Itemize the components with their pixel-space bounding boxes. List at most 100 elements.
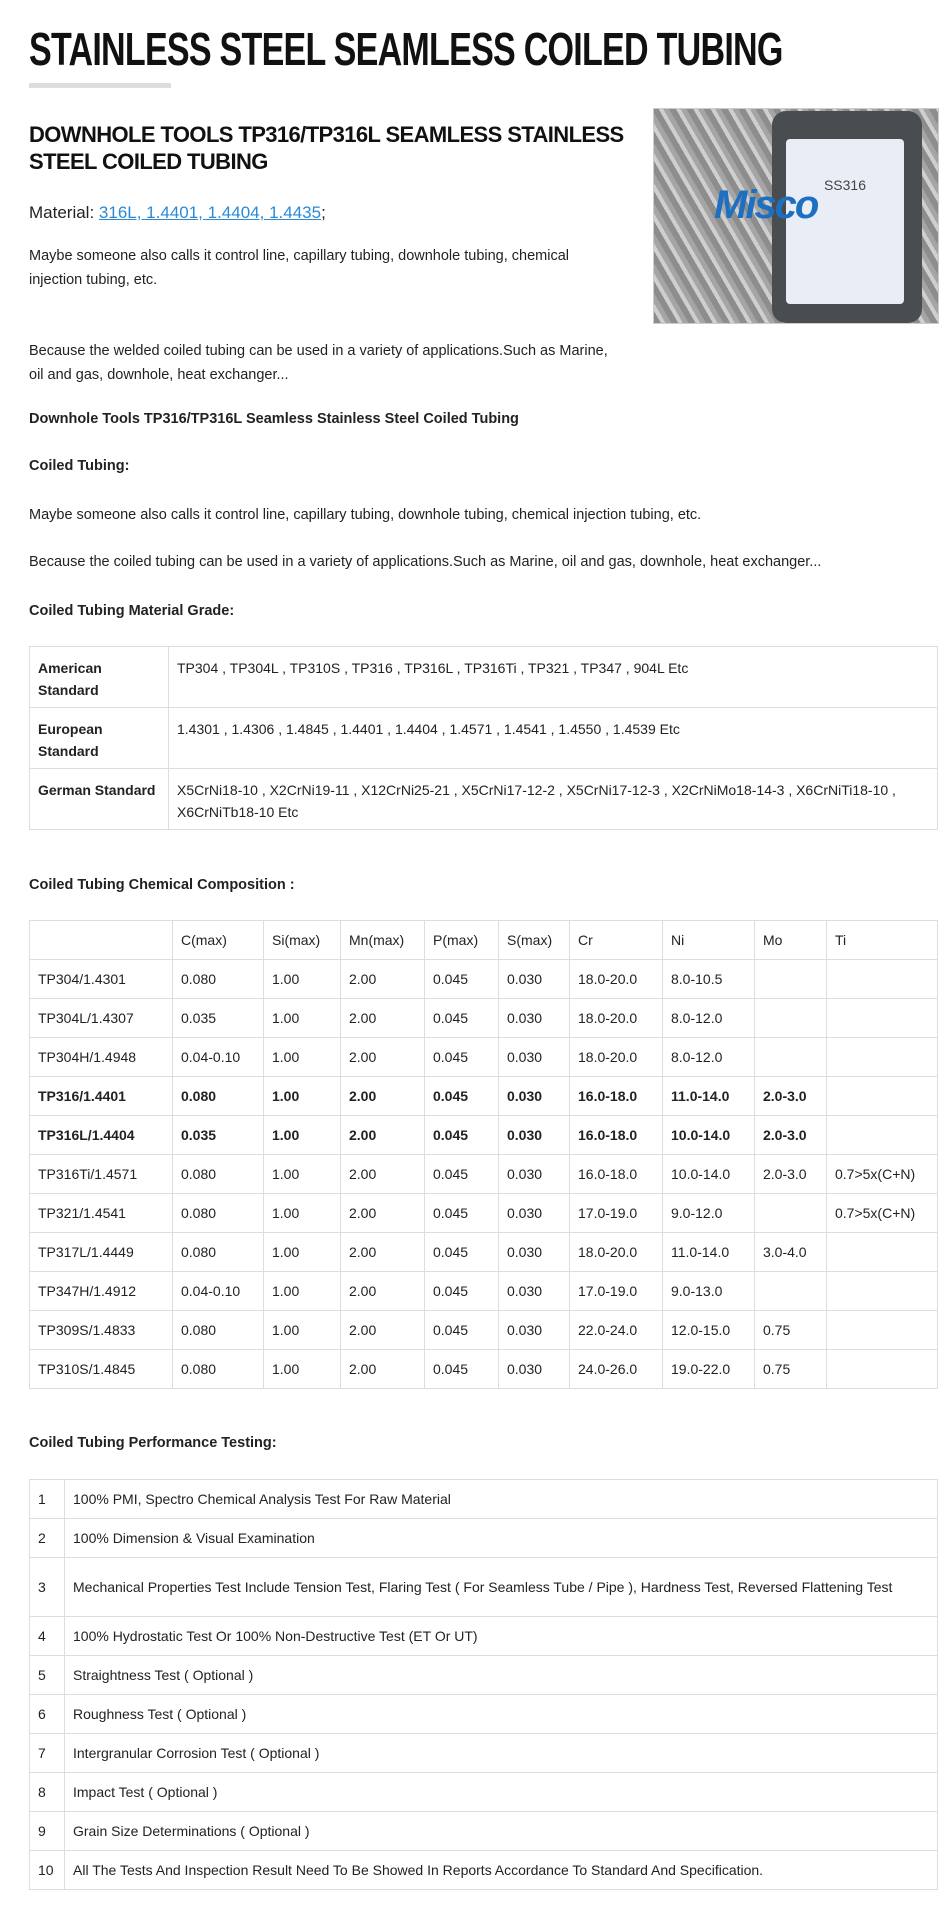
chem-value: 0.045 <box>424 1310 499 1350</box>
grade-list: X5CrNi18-10 , X2CrNi19-11 , X12CrNi25-21… <box>168 768 938 830</box>
performance-table: 1 100% PMI, Spectro Chemical Analysis Tes… <box>29 1479 938 1890</box>
grade-name: TP304/1.4301 <box>29 959 173 999</box>
chem-value: 2.00 <box>340 1271 425 1311</box>
chem-value: 2.00 <box>340 1154 425 1194</box>
intro-para-2: Because the welded coiled tubing can be … <box>29 343 608 383</box>
chem-value <box>826 1115 938 1155</box>
chem-row: TP304/1.4301 0.080 1.00 2.00 0.045 0.030 18.0-… <box>29 959 938 999</box>
chem-value: 1.00 <box>263 1037 341 1077</box>
test-description: Mechanical Properties Test Include Tensi… <box>64 1557 938 1617</box>
chem-value <box>754 959 827 999</box>
product-photo: SS316 Misco <box>653 108 939 324</box>
chem-value <box>826 1310 938 1350</box>
test-number: 10 <box>29 1850 65 1890</box>
test-number: 7 <box>29 1733 65 1773</box>
chem-value: 0.7>5x(C+N) <box>826 1154 938 1194</box>
perf-row: 5 Straightness Test ( Optional ) <box>29 1655 938 1695</box>
coiled-para-1: Maybe someone also calls it control line… <box>29 507 702 523</box>
chem-row: TP321/1.4541 0.080 1.00 2.00 0.045 0.030 17.0-… <box>29 1193 938 1233</box>
grade-list: 1.4301 , 1.4306 , 1.4845 , 1.4401 , 1.44… <box>168 707 938 769</box>
chem-value: 1.00 <box>263 1154 341 1194</box>
chem-row: TP347H/1.4912 0.04-0.10 1.00 2.00 0.045 0.030… <box>29 1271 938 1311</box>
chem-value: 0.045 <box>424 1193 499 1233</box>
section-heading: Downhole Tools TP316/TP316L Seamless Sta… <box>29 411 519 427</box>
chem-value: 1.00 <box>263 1310 341 1350</box>
test-description: All The Tests And Inspection Result Need… <box>64 1850 938 1890</box>
chem-value: 0.080 <box>172 1310 264 1350</box>
chem-value: 0.045 <box>424 1349 499 1389</box>
chem-row: TP317L/1.4449 0.080 1.00 2.00 0.045 0.030 18.0… <box>29 1232 938 1272</box>
test-description: Grain Size Determinations ( Optional ) <box>64 1811 938 1851</box>
screen-text: SS316 <box>823 177 867 193</box>
chem-value: 0.080 <box>172 1076 264 1116</box>
chem-value: 0.045 <box>424 998 499 1038</box>
chem-value: 10.0-14.0 <box>662 1154 755 1194</box>
chem-value: 0.030 <box>498 1076 570 1116</box>
standard-name: American Standard <box>29 646 169 708</box>
chem-row: TP316L/1.4404 0.035 1.00 2.00 0.045 0.030 16.0… <box>29 1115 938 1155</box>
chem-value: 24.0-26.0 <box>569 1349 663 1389</box>
perf-row: 4 100% Hydrostatic Test Or 100% Non-Destr… <box>29 1616 938 1656</box>
material-label: Material: <box>29 203 95 222</box>
chem-value: 0.030 <box>498 1349 570 1389</box>
test-description: 100% Dimension & Visual Examination <box>64 1518 938 1558</box>
grade-name: TP347H/1.4912 <box>29 1271 173 1311</box>
test-number: 8 <box>29 1772 65 1812</box>
chem-value: 0.045 <box>424 1154 499 1194</box>
coiled-heading: Coiled Tubing: <box>29 458 130 474</box>
chem-value: 1.00 <box>263 1115 341 1155</box>
standard-name: European Standard <box>29 707 169 769</box>
chem-value: 0.045 <box>424 1076 499 1116</box>
chem-value: 17.0-19.0 <box>569 1271 663 1311</box>
chem-value <box>754 1193 827 1233</box>
chem-value: 1.00 <box>263 1076 341 1116</box>
page-title: STAINLESS STEEL SEAMLESS COILED TUBING <box>29 23 783 75</box>
misco-logo: Misco <box>714 183 819 227</box>
grade-name: TP316Ti/1.4571 <box>29 1154 173 1194</box>
chem-row: TP316Ti/1.4571 0.080 1.00 2.00 0.045 0.030 16.… <box>29 1154 938 1194</box>
chem-value: 0.030 <box>498 959 570 999</box>
grade-name: TP316/1.4401 <box>29 1076 173 1116</box>
standard-name: German Standard <box>29 768 169 830</box>
chem-value: 0.030 <box>498 1115 570 1155</box>
chem-value <box>754 998 827 1038</box>
perf-row: 2 100% Dimension & Visual Examination <box>29 1518 938 1558</box>
column-header: P(max) <box>424 920 499 960</box>
chem-value: 0.030 <box>498 1310 570 1350</box>
chem-value: 1.00 <box>263 1349 341 1389</box>
test-description: Roughness Test ( Optional ) <box>64 1694 938 1734</box>
chem-value: 2.00 <box>340 1076 425 1116</box>
grade-row: European Standard 1.4301 , 1.4306 , 1.484… <box>29 707 938 769</box>
chem-value: 9.0-13.0 <box>662 1271 755 1311</box>
test-number: 9 <box>29 1811 65 1851</box>
perf-row: 3 Mechanical Properties Test Include Tens… <box>29 1557 938 1617</box>
chem-row: TP309S/1.4833 0.080 1.00 2.00 0.045 0.030 22.0… <box>29 1310 938 1350</box>
chem-value: 16.0-18.0 <box>569 1076 663 1116</box>
chem-value: 0.080 <box>172 1232 264 1272</box>
column-header <box>29 920 173 960</box>
grade-heading: Coiled Tubing Material Grade: <box>29 603 235 619</box>
chem-value: 2.00 <box>340 1310 425 1350</box>
chem-value: 11.0-14.0 <box>662 1076 755 1116</box>
test-description: Intergranular Corrosion Test ( Optional … <box>64 1733 938 1773</box>
chem-value: 0.75 <box>754 1310 827 1350</box>
test-number: 3 <box>29 1557 65 1617</box>
chem-value: 0.030 <box>498 1037 570 1077</box>
chem-value: 22.0-24.0 <box>569 1310 663 1350</box>
column-header: S(max) <box>498 920 570 960</box>
grade-list: TP304 , TP304L , TP310S , TP316 , TP316L… <box>168 646 938 708</box>
test-description: Impact Test ( Optional ) <box>64 1772 938 1812</box>
column-header: Mn(max) <box>340 920 425 960</box>
grade-table: American Standard TP304 , TP304L , TP310S… <box>29 646 938 830</box>
material-link[interactable]: 316L, 1.4401, 1.4404, 1.4435 <box>98 203 322 222</box>
chem-value <box>754 1037 827 1077</box>
grade-row: American Standard TP304 , TP304L , TP310S… <box>29 646 938 708</box>
chem-header-row: C(max) Si(max) Mn(max) P(max) S(max) Cr Ni Mo Ti <box>29 920 938 960</box>
chem-value: 0.035 <box>172 998 264 1038</box>
chem-value: 2.0-3.0 <box>754 1115 827 1155</box>
grade-row: German Standard X5CrNi18-10 , X2CrNi19-11… <box>29 768 938 830</box>
chem-value: 2.00 <box>340 1193 425 1233</box>
chem-value: 2.00 <box>340 1349 425 1389</box>
chem-value: 0.045 <box>424 1037 499 1077</box>
test-number: 1 <box>29 1479 65 1519</box>
